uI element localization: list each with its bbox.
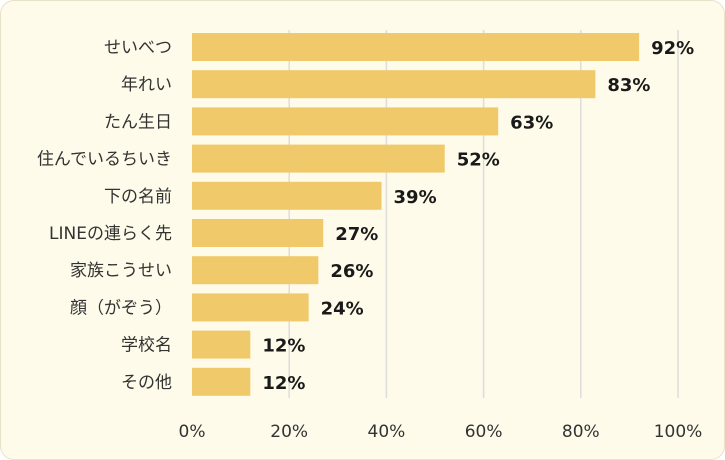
x-tick-label-2: 40% xyxy=(368,422,406,442)
bar-3 xyxy=(192,144,445,173)
category-label-6: 家族こうせい xyxy=(70,261,172,281)
value-label-6: 26% xyxy=(330,261,373,282)
x-tick-label-5: 100% xyxy=(654,422,703,442)
category-label-3: 住んでいるちいき xyxy=(37,150,172,170)
bar-8 xyxy=(192,330,251,359)
value-label-2: 63% xyxy=(510,112,553,133)
value-label-5: 27% xyxy=(335,224,378,245)
bar-1 xyxy=(192,70,596,99)
category-label-4: 下の名前 xyxy=(104,187,172,207)
x-tick-label-4: 80% xyxy=(562,422,600,442)
category-label-8: 学校名 xyxy=(121,336,172,356)
x-tick-label-3: 60% xyxy=(465,422,503,442)
category-label-5: LINEの連らく先 xyxy=(49,224,172,244)
value-label-1: 83% xyxy=(607,75,650,96)
bar-0 xyxy=(192,33,640,61)
category-label-1: 年れい xyxy=(121,75,172,95)
value-label-0: 92% xyxy=(651,38,694,59)
category-label-0: せいべつ xyxy=(104,38,172,58)
x-tick-label-1: 20% xyxy=(270,422,308,442)
bar-2 xyxy=(192,107,499,136)
value-label-3: 52% xyxy=(457,150,500,171)
value-label-4: 39% xyxy=(394,187,437,208)
value-label-7: 24% xyxy=(321,298,364,319)
bar-7 xyxy=(192,293,309,322)
bar-4 xyxy=(192,181,382,210)
category-label-9: その他 xyxy=(121,373,172,393)
value-label-9: 12% xyxy=(262,373,305,394)
bar-6 xyxy=(192,256,319,285)
bar-5 xyxy=(192,219,324,247)
bar-9 xyxy=(192,367,251,396)
category-label-7: 顔（がぞう） xyxy=(70,298,172,318)
x-tick-label-0: 0% xyxy=(179,422,206,442)
value-label-8: 12% xyxy=(262,336,305,357)
category-label-2: たん生日 xyxy=(104,112,172,132)
